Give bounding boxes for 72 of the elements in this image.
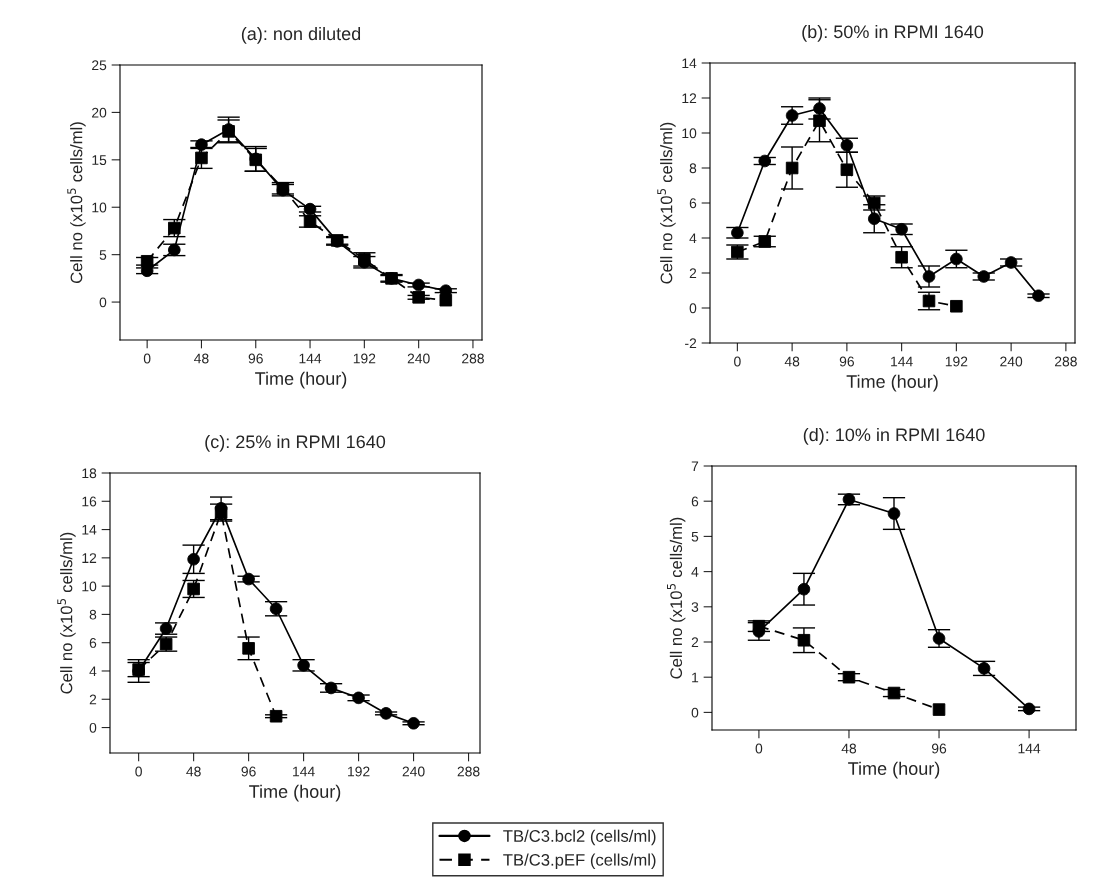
y-tick-label: 4 bbox=[691, 567, 699, 577]
x-tick-label: 240 bbox=[402, 766, 425, 777]
x-axis-title: Time (hour) bbox=[249, 784, 341, 802]
x-tick-label: 0 bbox=[143, 353, 151, 364]
x-tick-label: 96 bbox=[839, 356, 854, 367]
y-tick-label: 20 bbox=[92, 107, 107, 118]
y-tick-label: 5 bbox=[99, 250, 107, 260]
x-tick-label: 48 bbox=[194, 353, 209, 364]
legend-label: TB/C3.bcl2 (cells/ml) bbox=[503, 829, 656, 846]
y-axis-title: Cell no (x10$^{5}$ cells/ml) bbox=[57, 532, 76, 694]
x-tick-label: 192 bbox=[348, 766, 370, 777]
y-tick-label: 0 bbox=[89, 722, 97, 733]
chart-title: (b): 50% in RPMI 1640 bbox=[802, 24, 984, 42]
x-tick-label: 240 bbox=[1000, 356, 1023, 367]
y-tick-label: -2 bbox=[685, 338, 697, 349]
y-tick-label: 0 bbox=[689, 303, 697, 314]
chart-title: (a): non diluted bbox=[241, 26, 361, 44]
y-tick-label: 0 bbox=[99, 297, 107, 308]
y-tick-label: 14 bbox=[682, 58, 697, 69]
x-tick-label: 48 bbox=[186, 766, 201, 777]
x-tick-label: 288 bbox=[462, 353, 484, 364]
x-tick-label: 48 bbox=[841, 743, 857, 754]
y-tick-label: 16 bbox=[82, 496, 97, 507]
y-tick-label: 8 bbox=[89, 609, 97, 620]
y-axis-title: Cell no (x10$^{5}$ cells/ml) bbox=[657, 122, 676, 284]
x-tick-label: 288 bbox=[457, 766, 480, 777]
y-tick-label: 5 bbox=[691, 531, 699, 542]
x-tick-label: 0 bbox=[135, 766, 142, 777]
x-tick-label: 192 bbox=[353, 353, 376, 364]
x-tick-label: 0 bbox=[734, 356, 741, 367]
y-tick-label: 2 bbox=[89, 694, 97, 705]
y-tick-label: 12 bbox=[682, 93, 697, 104]
y-tick-label: 4 bbox=[689, 233, 697, 244]
y-tick-label: 12 bbox=[82, 553, 97, 563]
y-tick-label: 10 bbox=[682, 128, 697, 139]
legend-label: TB/C3.pEF (cells/ml) bbox=[503, 853, 656, 870]
x-tick-label: 96 bbox=[248, 353, 263, 364]
y-tick-label: 1 bbox=[692, 672, 699, 683]
y-tick-label: 8 bbox=[689, 163, 697, 174]
y-tick-label: 10 bbox=[92, 202, 107, 213]
y-axis-title: Cell no (x10$^{5}$ cells/ml) bbox=[667, 517, 686, 679]
x-tick-label: 0 bbox=[755, 743, 763, 754]
x-tick-label: 144 bbox=[891, 356, 913, 367]
y-axis-title: Cell no (x10$^{5}$ cells/ml) bbox=[67, 122, 86, 284]
x-tick-label: 48 bbox=[784, 356, 800, 367]
x-tick-label: 240 bbox=[407, 353, 430, 364]
y-tick-label: 14 bbox=[82, 525, 97, 535]
x-tick-label: 192 bbox=[945, 356, 968, 367]
y-tick-label: 10 bbox=[82, 581, 97, 592]
y-tick-label: 6 bbox=[691, 496, 699, 507]
x-tick-label: 96 bbox=[241, 766, 256, 777]
y-tick-label: 6 bbox=[689, 198, 697, 209]
y-tick-label: 0 bbox=[691, 707, 699, 718]
y-tick-label: 2 bbox=[689, 268, 697, 279]
chart-title: (d): 10% in RPMI 1640 bbox=[803, 427, 985, 445]
x-tick-label: 96 bbox=[931, 743, 947, 754]
y-tick-label: 3 bbox=[691, 602, 699, 612]
y-tick-label: 7 bbox=[691, 461, 699, 472]
y-tick-label: 2 bbox=[691, 637, 699, 648]
y-tick-label: 6 bbox=[89, 638, 97, 648]
y-tick-label: 25 bbox=[92, 60, 107, 71]
x-axis-title: Time (hour) bbox=[846, 374, 938, 392]
x-tick-label: 144 bbox=[299, 353, 322, 364]
x-tick-label: 288 bbox=[1054, 356, 1077, 367]
y-tick-label: 4 bbox=[89, 666, 97, 677]
x-tick-label: 144 bbox=[1018, 743, 1041, 754]
y-tick-label: 18 bbox=[82, 468, 97, 479]
x-axis-title: Time (hour) bbox=[848, 761, 940, 779]
chart-title: (c): 25% in RPMI 1640 bbox=[205, 434, 386, 452]
x-tick-label: 144 bbox=[293, 766, 315, 777]
x-axis-title: Time (hour) bbox=[255, 371, 347, 389]
y-tick-label: 15 bbox=[92, 155, 107, 165]
